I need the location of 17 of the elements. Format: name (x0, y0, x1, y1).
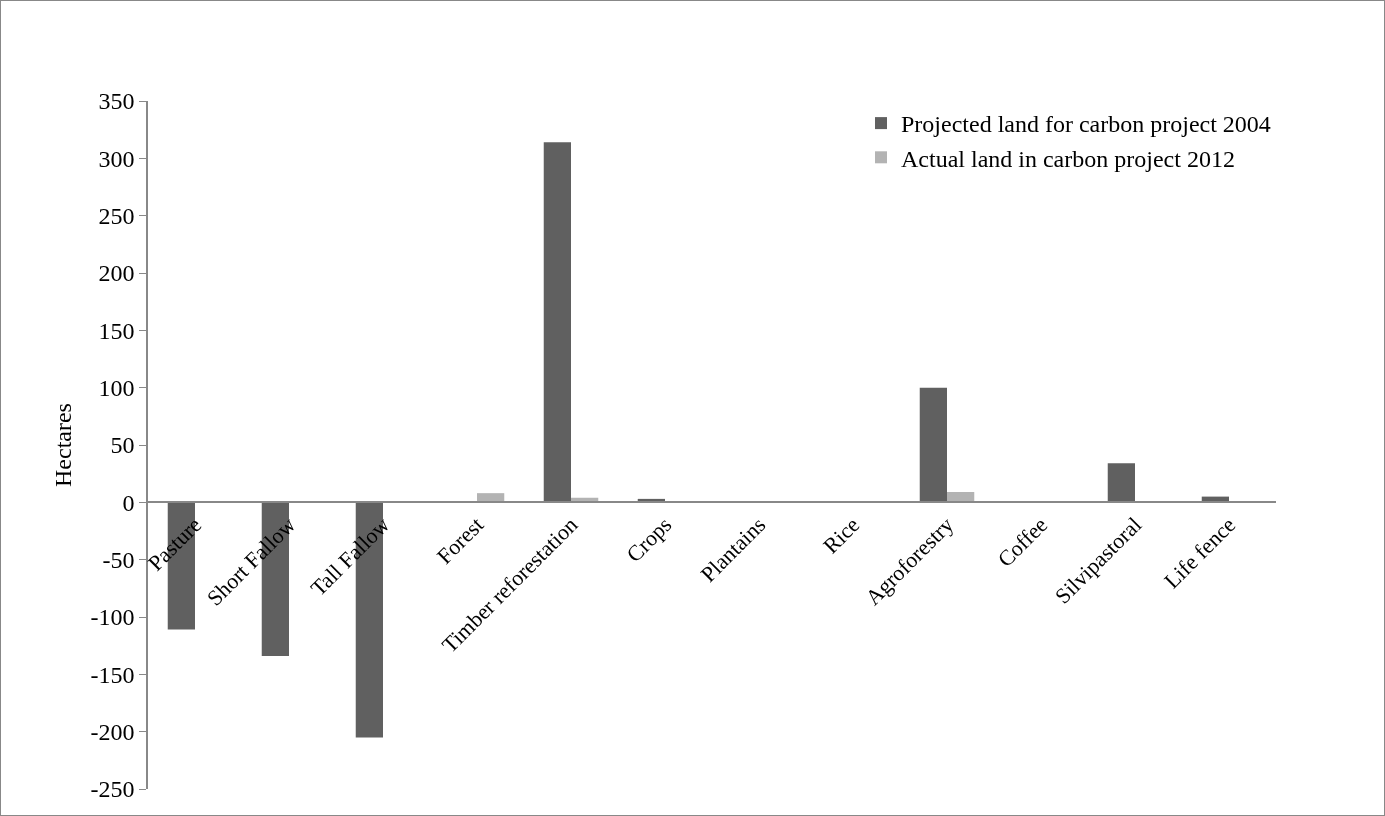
y-axis-title: Hectares (50, 403, 77, 487)
legend-label: Actual land in carbon project 2012 (901, 145, 1235, 172)
y-tick-label: 250 (98, 203, 135, 230)
y-tick-label: -100 (90, 604, 135, 631)
y-tick-label: -250 (90, 776, 135, 803)
y-tick-label: -50 (102, 547, 135, 574)
legend-label: Projected land for carbon project 2004 (901, 111, 1271, 138)
y-tick-label: -200 (90, 719, 135, 746)
y-tick-label: 100 (98, 375, 135, 402)
y-tick-label: 200 (98, 260, 135, 287)
y-tick-label: 50 (110, 432, 135, 459)
y-tick-label: 350 (98, 88, 135, 115)
x-tick-label: Rice (818, 512, 865, 559)
y-tick-label: -150 (90, 661, 135, 688)
y-tick-label: 150 (98, 317, 135, 344)
y-tick-label: 300 (98, 145, 135, 172)
y-tick-label: 0 (122, 489, 135, 516)
